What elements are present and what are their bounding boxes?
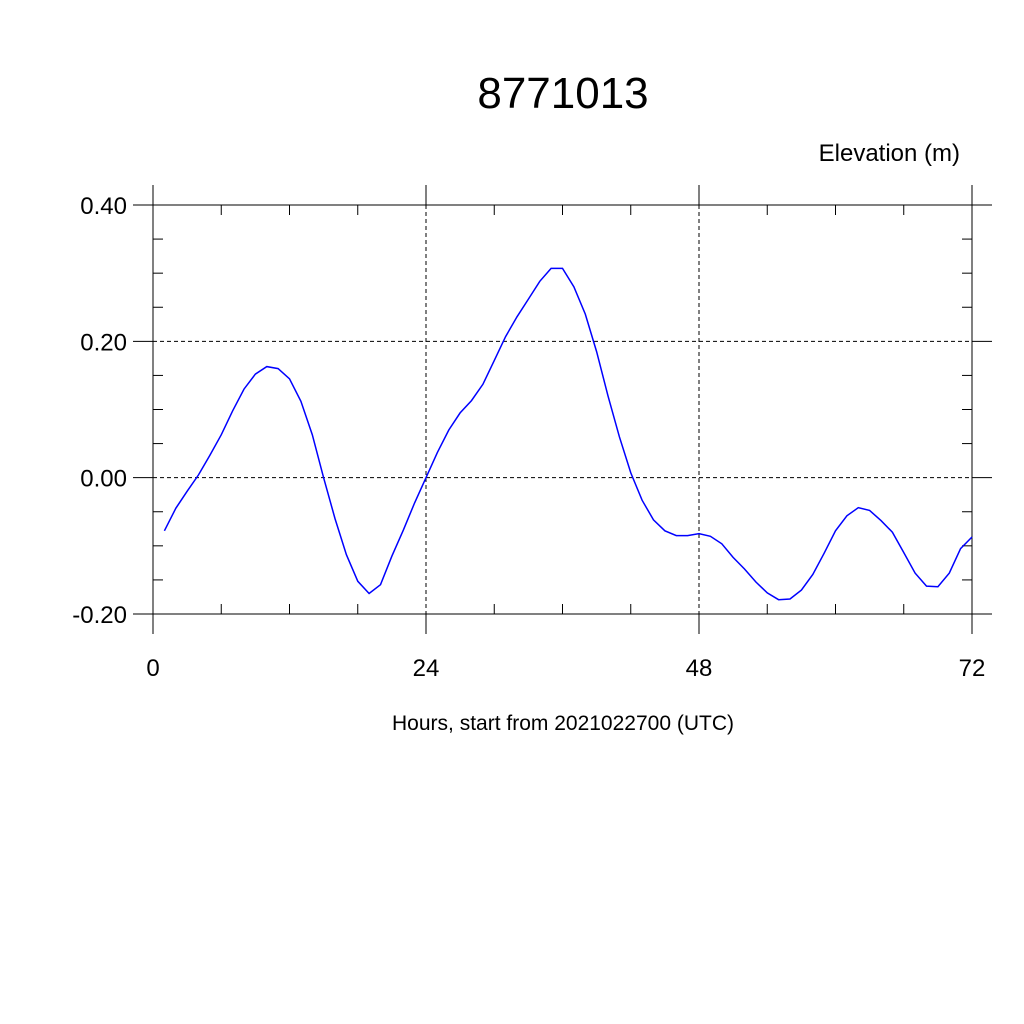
ticks (133, 185, 992, 634)
x-tick-label: 24 (413, 655, 440, 682)
chart-title: 8771013 (477, 69, 648, 118)
x-tick-label: 72 (959, 655, 986, 682)
series-layer (163, 267, 973, 601)
y-tick-label: 0.20 (80, 329, 127, 356)
plot-frame (152, 204, 973, 615)
y-tick-label: 0.40 (80, 193, 127, 220)
x-tick-label: 48 (686, 655, 713, 682)
tick-labels: -0.20 0.00 0.20 0.40 0 24 48 72 (72, 193, 985, 682)
y-tick-label: 0.00 (80, 466, 127, 493)
plot-frame-layer (152, 204, 973, 615)
y-tick-label: -0.20 (72, 602, 127, 629)
y-axis-label: Elevation (m) (819, 140, 960, 167)
x-tick-label: 0 (146, 655, 159, 682)
x-axis-label: Hours, start from 2021022700 (UTC) (392, 712, 734, 735)
series-line (163, 267, 973, 601)
